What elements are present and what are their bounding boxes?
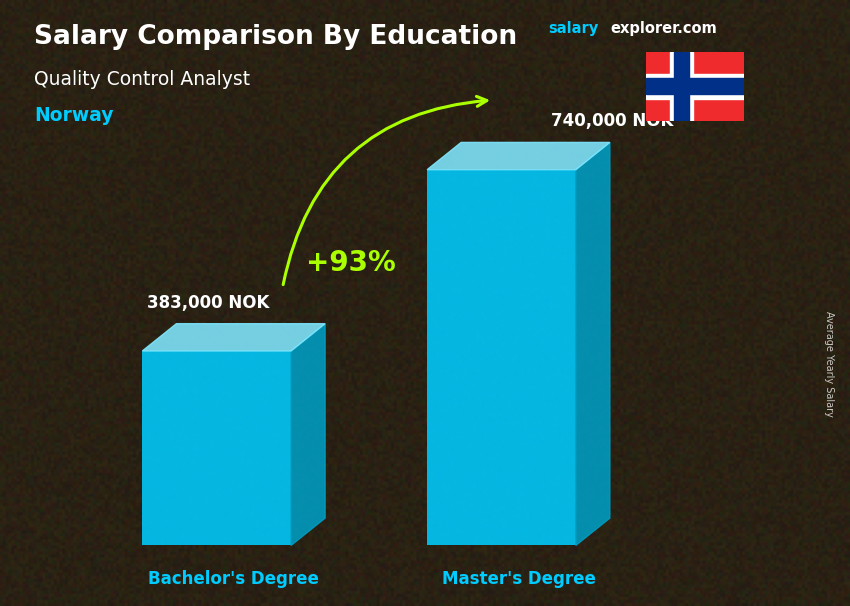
Polygon shape (142, 324, 325, 351)
Bar (674, 52, 689, 121)
Bar (427, 170, 576, 545)
Text: Bachelor's Degree: Bachelor's Degree (148, 570, 320, 588)
Text: Master's Degree: Master's Degree (441, 570, 596, 588)
Text: Average Yearly Salary: Average Yearly Salary (824, 311, 834, 416)
Text: salary: salary (548, 21, 598, 36)
Text: Norway: Norway (34, 106, 114, 125)
Bar (670, 52, 694, 121)
Text: 383,000 NOK: 383,000 NOK (147, 293, 269, 311)
Text: 740,000 NOK: 740,000 NOK (551, 112, 673, 130)
Bar (142, 351, 291, 545)
Text: Quality Control Analyst: Quality Control Analyst (34, 70, 250, 88)
Polygon shape (576, 142, 609, 545)
Bar (646, 78, 744, 95)
Bar (646, 74, 744, 99)
Text: +93%: +93% (306, 249, 395, 277)
Text: Salary Comparison By Education: Salary Comparison By Education (34, 24, 517, 50)
Polygon shape (291, 324, 325, 545)
Polygon shape (427, 142, 609, 170)
Text: explorer.com: explorer.com (610, 21, 717, 36)
